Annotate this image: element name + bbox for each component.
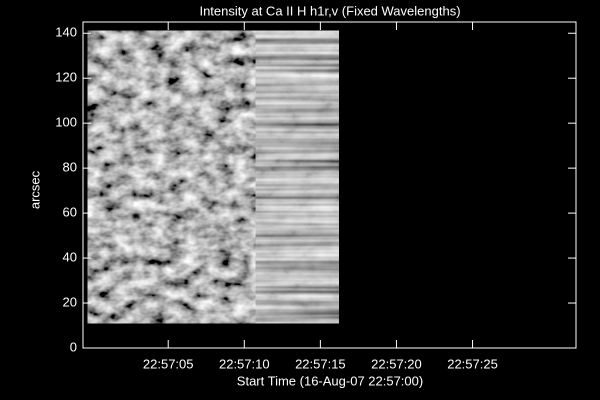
y-tick-label: 100 <box>55 115 77 130</box>
image-streaks <box>255 30 339 324</box>
x-tick-label: 22:57:20 <box>371 356 422 371</box>
x-tick-label: 22:57:10 <box>219 356 270 371</box>
chart-title: Intensity at Ca II H h1r,v (Fixed Wavele… <box>199 3 460 18</box>
x-tick-label: 22:57:25 <box>447 356 498 371</box>
y-tick-label: 140 <box>55 25 77 40</box>
y-tick-label: 80 <box>63 160 77 175</box>
y-tick-label: 120 <box>55 70 77 85</box>
plot-frame <box>82 21 577 349</box>
x-tick-label: 22:57:05 <box>143 356 194 371</box>
x-axis-label: Start Time (16-Aug-07 22:57:00) <box>237 373 423 388</box>
y-tick-label: 20 <box>63 294 77 309</box>
x-tick-label: 22:57:15 <box>295 356 346 371</box>
y-axis-label: arcsec <box>27 170 42 209</box>
y-tick-label: 40 <box>63 250 77 265</box>
image <box>87 30 339 324</box>
y-tick-label: 0 <box>70 339 77 354</box>
y-tick-label: 60 <box>63 205 77 220</box>
